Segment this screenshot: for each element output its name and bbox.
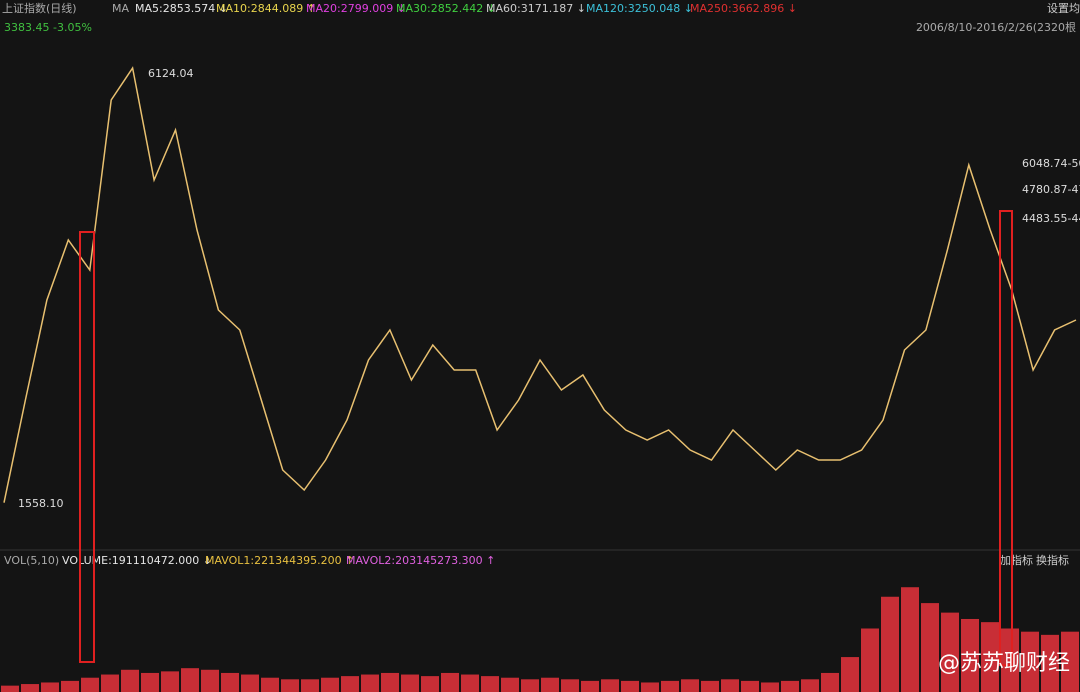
volume-bar [541, 677, 559, 692]
price-annotation: 1558.10 [18, 497, 64, 510]
volume-bar [701, 680, 719, 692]
volume-bar [1, 685, 19, 692]
volume-bar [341, 676, 359, 692]
volume-bar [281, 679, 299, 692]
volume-bar [241, 674, 259, 692]
ma-value: MA5:2853.574 ↓ [135, 2, 228, 15]
volume-header: MAVOL2:203145273.300 ↑ [346, 554, 495, 567]
ma-label: MA [112, 2, 129, 15]
volume-bar [161, 671, 179, 692]
volume-bar [581, 680, 599, 692]
price-annotation: 6048.74-50 [1022, 157, 1080, 170]
quote: 3383.45 -3.05% [4, 21, 92, 34]
volume-bar [841, 657, 859, 692]
volume-bar [641, 682, 659, 692]
price-line [3, 66, 1077, 503]
volume-bar [781, 680, 799, 692]
volume-bar [681, 679, 699, 692]
volume-bar [961, 618, 979, 692]
volume-bar [661, 680, 679, 692]
volume-bar [1001, 628, 1019, 692]
volume-bar [201, 669, 219, 692]
volume-bar [221, 672, 239, 692]
volume-bar [381, 672, 399, 692]
volume-bar [181, 668, 199, 692]
ma-value: MA120:3250.048 ↓ [586, 2, 693, 15]
ma-value: MA10:2844.089 ↑ [216, 2, 316, 15]
volume-bar [361, 674, 379, 692]
volume-bar [321, 677, 339, 692]
volume-bar [1021, 631, 1039, 692]
ma-value: MA30:2852.442 ↓ [396, 2, 496, 15]
indicator-button[interactable]: 换指标 [1036, 553, 1069, 567]
volume-bar [101, 674, 119, 692]
ma-value: MA250:3662.896 ↓ [690, 2, 797, 15]
volume-bar [861, 628, 879, 692]
volume-bar [761, 682, 779, 692]
volume-bar [61, 680, 79, 692]
volume-bar [481, 676, 499, 692]
volume-bar [881, 596, 899, 692]
volume-bar [981, 622, 999, 692]
ma-value: MA60:3171.187 ↓ [486, 2, 586, 15]
volume-bar [741, 680, 759, 692]
price-annotation: 6124.04 [148, 67, 194, 80]
indicator-button[interactable]: 加指标 [1000, 553, 1033, 567]
volume-bar [501, 677, 519, 692]
volume-header: VOL(5,10) [4, 554, 59, 567]
volume-bar [1041, 634, 1059, 692]
date-range: 2006/8/10-2016/2/26(2320根 [916, 20, 1076, 34]
settings[interactable]: 设置均 [1047, 2, 1080, 15]
volume-bar [601, 679, 619, 692]
volume-bar [721, 679, 739, 692]
volume-bar [921, 603, 939, 692]
volume-bar [421, 676, 439, 692]
volume-bar [521, 679, 539, 692]
volume-bar [461, 674, 479, 692]
volume-bar [901, 587, 919, 692]
volume-bar [121, 669, 139, 692]
index-name: 上证指数(日线) [2, 1, 77, 15]
highlight-box [999, 210, 1013, 666]
volume-bar [21, 684, 39, 692]
volume-header: MAVOL1:221344395.200 ↑ [205, 554, 354, 567]
price-annotation: 4483.55-44 [1022, 212, 1080, 225]
volume-bar [441, 672, 459, 692]
volume-bar [81, 677, 99, 692]
volume-bar [301, 679, 319, 692]
volume-header: VOLUME:191110472.000 ↓ [62, 554, 212, 567]
volume-bar [141, 672, 159, 692]
watermark: @苏苏聊财经 [938, 651, 1070, 676]
volume-bar [1061, 631, 1079, 692]
volume-bar [401, 674, 419, 692]
volume-bar [261, 677, 279, 692]
ma-value: MA20:2799.009 ↓ [306, 2, 406, 15]
volume-bar [621, 680, 639, 692]
volume-bar [801, 679, 819, 692]
volume-bar [821, 672, 839, 692]
volume-bar [941, 612, 959, 692]
volume-bar [561, 679, 579, 692]
volume-bar [41, 682, 59, 692]
price-annotation: 4780.87-47 [1022, 183, 1080, 196]
highlight-box [79, 231, 95, 663]
